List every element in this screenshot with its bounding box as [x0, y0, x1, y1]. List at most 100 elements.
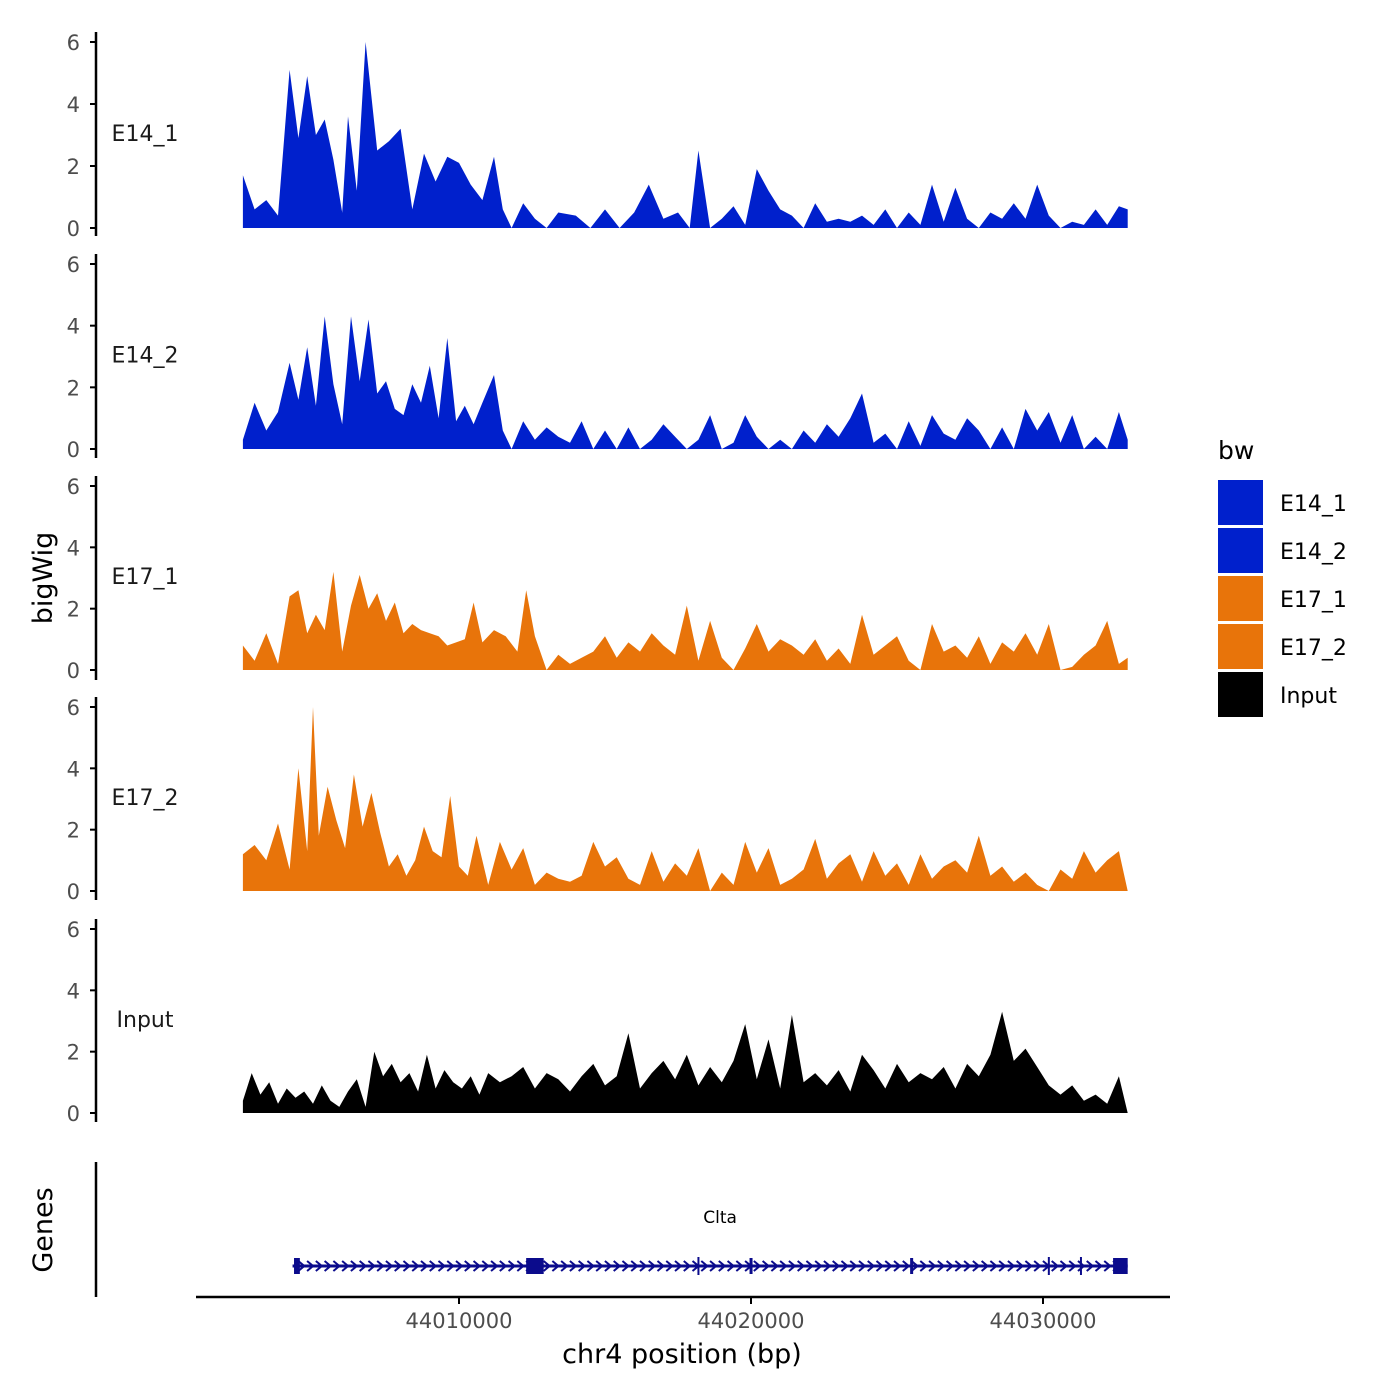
strand-arrow: [323, 1260, 333, 1272]
y-tick-label: 6: [67, 918, 80, 942]
x-tick-label: 44020000: [698, 1309, 805, 1333]
strand-arrow: [332, 1260, 341, 1272]
legend-swatch: [1218, 624, 1263, 669]
strand-arrow: [639, 1260, 648, 1272]
strand-arrow: [630, 1260, 639, 1272]
strand-arrow: [1094, 1260, 1104, 1272]
legend-swatch: [1218, 576, 1263, 621]
strand-arrow: [315, 1260, 324, 1272]
strand-arrow: [490, 1260, 499, 1272]
y-tick-label: 2: [67, 598, 80, 622]
strand-arrow: [1024, 1260, 1033, 1272]
strand-arrow: [1086, 1260, 1095, 1272]
coverage-area-input: [242, 1011, 1128, 1113]
strand-arrow: [621, 1260, 631, 1272]
strand-arrow: [420, 1260, 429, 1272]
gene-exon: [526, 1258, 544, 1274]
y-tick-label: 2: [67, 376, 80, 400]
strand-arrow: [1015, 1260, 1025, 1272]
strand-arrow: [341, 1260, 350, 1272]
strand-arrow: [972, 1260, 981, 1272]
coverage-tracks: [242, 42, 1128, 1113]
strand-arrow: [560, 1260, 569, 1272]
strand-arrow: [867, 1260, 876, 1272]
legend-label: E17_1: [1280, 588, 1347, 613]
y-tick-label: 6: [67, 253, 80, 277]
y-tick-label: 0: [67, 1102, 80, 1126]
legend-label: E14_2: [1280, 540, 1347, 565]
strand-arrow: [849, 1260, 858, 1272]
strand-arrow: [700, 1260, 709, 1272]
strand-arrow: [665, 1260, 674, 1272]
y-tick-label: 0: [67, 659, 80, 683]
strand-arrow: [306, 1260, 315, 1272]
strand-arrow: [516, 1260, 525, 1272]
strand-arrow: [989, 1260, 998, 1272]
y-tick-label: 0: [67, 217, 80, 241]
y-tick-label: 6: [67, 31, 80, 55]
coverage-area-e17_1: [242, 571, 1128, 670]
strand-arrow: [394, 1260, 403, 1272]
strand-arrow: [718, 1260, 727, 1272]
strand-arrow: [350, 1260, 359, 1272]
y-tick-label: 6: [67, 696, 80, 720]
y-tick-label: 2: [67, 1041, 80, 1065]
strand-arrow: [753, 1260, 762, 1272]
legend-label: E14_1: [1280, 492, 1347, 517]
strand-arrow: [402, 1260, 412, 1272]
strand-arrow: [411, 1260, 420, 1272]
strand-arrow: [358, 1260, 368, 1272]
strand-arrow: [858, 1260, 867, 1272]
gene-exon: [749, 1258, 753, 1274]
strand-arrow: [823, 1260, 832, 1272]
strand-arrow: [367, 1260, 376, 1272]
coverage-area-e14_1: [242, 42, 1128, 228]
strand-arrow: [1051, 1260, 1060, 1272]
strand-arrow: [297, 1260, 306, 1272]
strand-arrow: [437, 1260, 447, 1272]
y-tick-label: 4: [67, 315, 80, 339]
gene-exon: [910, 1258, 914, 1274]
strand-arrow: [613, 1260, 622, 1272]
strand-arrow: [814, 1260, 823, 1272]
strand-arrow: [832, 1260, 841, 1272]
strand-arrow: [551, 1260, 560, 1272]
y-axis-title: bigWig: [28, 532, 59, 625]
strand-arrow: [542, 1260, 552, 1272]
strand-arrow: [919, 1260, 928, 1272]
track-label: E17_1: [112, 565, 179, 590]
x-axis: 44010000 44020000 44030000: [196, 1295, 1170, 1333]
strand-arrow: [569, 1260, 578, 1272]
strand-arrow: [761, 1260, 771, 1272]
x-axis-title: chr4 position (bp): [562, 1339, 802, 1370]
y-tick-label: 0: [67, 880, 80, 904]
y-tick-label: 4: [67, 979, 80, 1003]
strand-arrow: [1103, 1260, 1112, 1272]
strand-arrow: [446, 1260, 455, 1272]
strand-arrow: [726, 1260, 736, 1272]
coverage-area-e14_2: [242, 316, 1128, 449]
strand-arrow: [928, 1260, 937, 1272]
y-tick-label: 2: [67, 155, 80, 179]
strand-arrow: [840, 1260, 850, 1272]
strand-arrow: [648, 1260, 657, 1272]
y-tick-label: 2: [67, 819, 80, 843]
strand-arrow: [902, 1260, 911, 1272]
strand-arrow: [770, 1260, 779, 1272]
strand-arrow: [805, 1260, 814, 1272]
strand-arrow: [507, 1260, 517, 1272]
legend-swatch: [1218, 528, 1263, 573]
gene-label: Clta: [703, 1208, 737, 1228]
track-label: E14_1: [112, 122, 179, 147]
strand-arrow: [875, 1260, 885, 1272]
strand-arrow: [604, 1260, 613, 1272]
strand-arrow: [472, 1260, 482, 1272]
x-tick-label: 44010000: [406, 1309, 513, 1333]
strand-arrow: [1007, 1260, 1016, 1272]
y-tick-label: 6: [67, 475, 80, 499]
legend-swatch: [1218, 480, 1263, 525]
gene-exon: [1113, 1258, 1128, 1274]
x-tick-label: 44030000: [990, 1309, 1097, 1333]
strand-arrow: [893, 1260, 902, 1272]
